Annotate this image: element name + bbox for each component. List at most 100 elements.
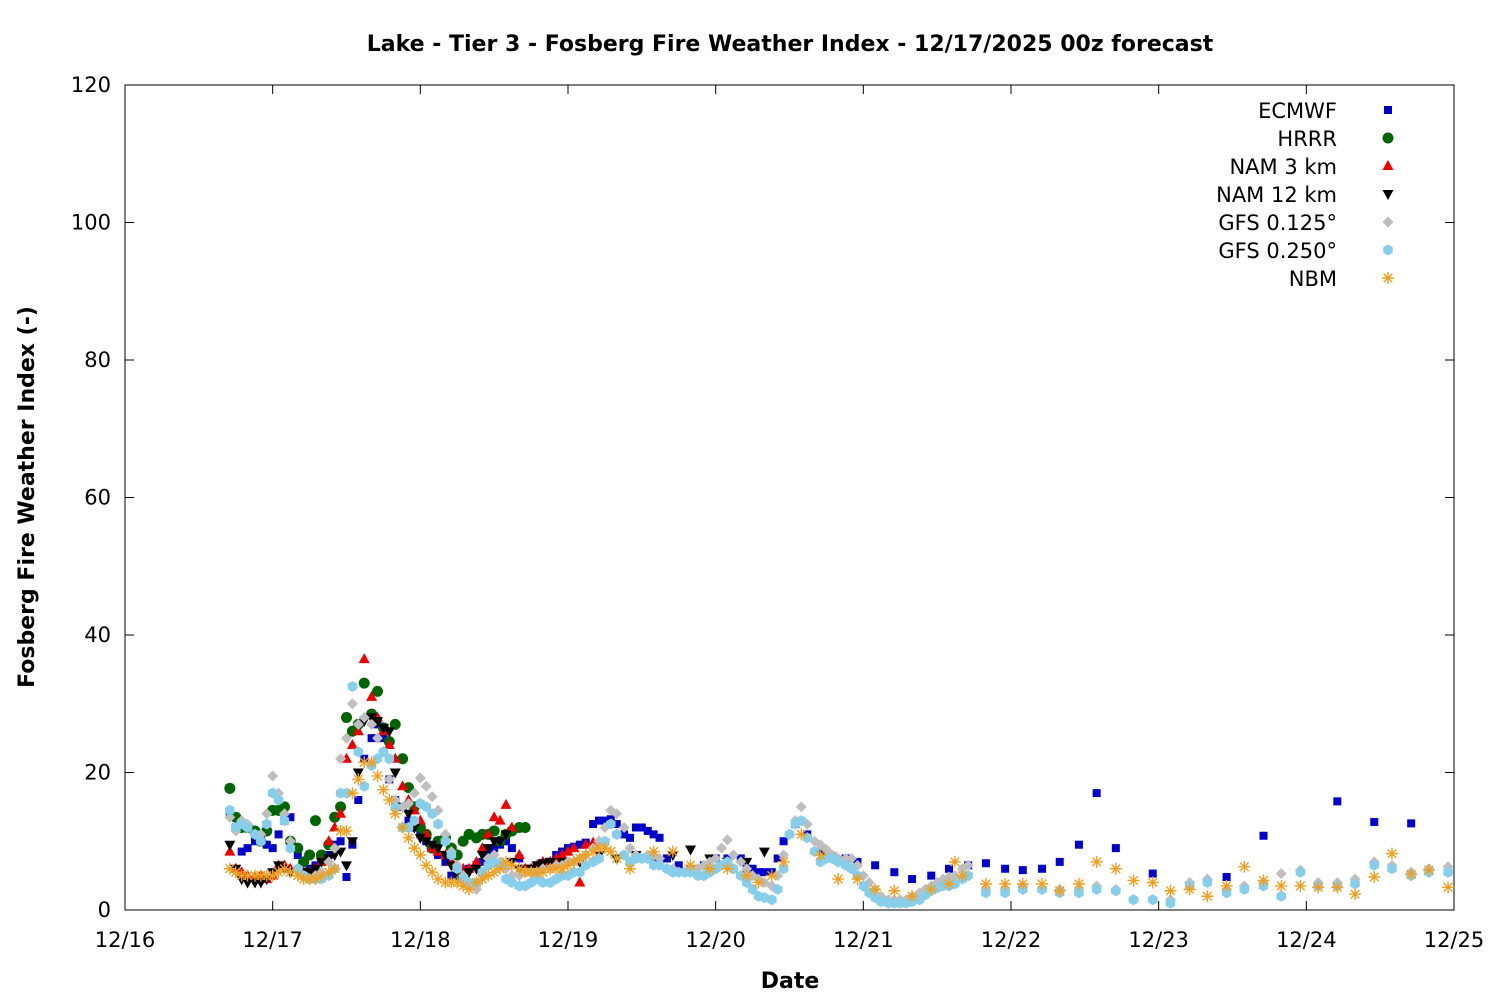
data-point xyxy=(242,878,254,889)
legend-label: HRRR xyxy=(1277,127,1337,151)
data-point xyxy=(1333,797,1342,806)
data-point xyxy=(981,859,990,868)
data-point xyxy=(735,856,747,868)
legend-label: ECMWF xyxy=(1258,99,1337,123)
data-point xyxy=(274,830,283,839)
data-point xyxy=(440,835,451,847)
data-point xyxy=(261,808,273,820)
data-point xyxy=(463,883,476,896)
data-point xyxy=(352,725,364,736)
data-point xyxy=(1018,866,1027,875)
data-point xyxy=(1295,866,1306,878)
data-point xyxy=(538,877,548,888)
data-point xyxy=(1422,864,1435,877)
data-point xyxy=(341,861,352,872)
data-point xyxy=(1331,881,1344,894)
data-point xyxy=(358,677,370,689)
data-point xyxy=(384,753,395,765)
data-point xyxy=(981,887,991,899)
y-tick-labels: 0 20 40 60 80 100 120 xyxy=(71,73,111,922)
data-point xyxy=(626,833,635,842)
data-point xyxy=(272,866,285,879)
data-point xyxy=(721,862,734,875)
data-point xyxy=(414,849,427,861)
data-point xyxy=(243,844,252,853)
data-point xyxy=(255,878,267,889)
data-point xyxy=(335,753,347,765)
data-point xyxy=(372,732,384,744)
data-point xyxy=(624,862,637,875)
data-point xyxy=(315,869,328,882)
data-point xyxy=(304,849,316,861)
data-point xyxy=(1407,819,1416,828)
data-point xyxy=(397,780,409,791)
y-tick-label: 0 xyxy=(98,898,111,922)
data-point xyxy=(1220,879,1233,892)
x-tick-label: 12/24 xyxy=(1276,928,1337,952)
data-point xyxy=(273,794,284,806)
x-axis-label: Date xyxy=(761,969,820,994)
legend: ECMWF HRRR NAM 3 km NAM 12 km GFS 0.125° GFS … xyxy=(1216,99,1394,291)
data-point xyxy=(488,849,500,861)
data-point xyxy=(482,828,494,839)
data-point xyxy=(556,849,568,859)
data-point xyxy=(267,787,278,799)
data-point xyxy=(1239,883,1250,895)
data-point xyxy=(371,769,384,782)
data-point xyxy=(293,851,302,859)
data-point xyxy=(322,866,335,879)
data-point xyxy=(777,855,790,868)
data-point xyxy=(631,823,640,832)
data-point xyxy=(1016,877,1029,890)
data-point xyxy=(250,837,259,846)
data-point xyxy=(1146,876,1159,889)
data-point xyxy=(328,862,341,875)
data-point xyxy=(1221,887,1232,899)
data-point xyxy=(1238,860,1251,873)
data-point xyxy=(908,875,917,884)
data-point xyxy=(1053,884,1066,897)
data-point xyxy=(340,824,353,837)
data-point xyxy=(765,869,778,882)
data-point xyxy=(600,816,609,825)
series-5 xyxy=(225,681,1453,909)
data-point xyxy=(562,845,574,856)
data-point xyxy=(377,723,389,734)
data-point xyxy=(1294,879,1307,892)
data-point xyxy=(654,859,665,871)
data-point xyxy=(979,877,992,890)
data-point xyxy=(1202,877,1213,888)
data-point xyxy=(225,804,235,816)
data-point xyxy=(589,820,598,829)
data-point xyxy=(372,716,384,727)
data-point xyxy=(1370,818,1379,826)
data-point xyxy=(610,852,623,865)
data-point xyxy=(432,873,445,886)
data-point xyxy=(432,844,444,855)
data-point xyxy=(488,811,500,822)
data-point xyxy=(463,868,475,879)
data-point xyxy=(358,756,371,769)
x-tick-label: 12/23 xyxy=(1128,928,1189,952)
data-point xyxy=(507,877,517,888)
data-point xyxy=(346,698,358,710)
data-point xyxy=(346,739,358,749)
data-points xyxy=(223,653,1455,909)
data-point xyxy=(649,830,658,839)
data-point xyxy=(666,845,679,858)
legend-marker xyxy=(1382,216,1394,228)
data-point xyxy=(237,847,246,856)
data-point xyxy=(383,727,395,738)
data-point xyxy=(447,871,456,880)
data-point xyxy=(352,773,365,786)
data-point xyxy=(748,864,757,873)
data-point xyxy=(685,845,697,856)
x-tick-label: 12/22 xyxy=(981,928,1042,952)
axis-ticks xyxy=(124,84,1455,911)
data-point xyxy=(1276,890,1286,902)
data-point xyxy=(451,876,464,889)
data-point xyxy=(1001,864,1010,873)
data-point xyxy=(1074,840,1083,849)
data-point xyxy=(944,864,953,873)
data-point xyxy=(488,866,501,879)
